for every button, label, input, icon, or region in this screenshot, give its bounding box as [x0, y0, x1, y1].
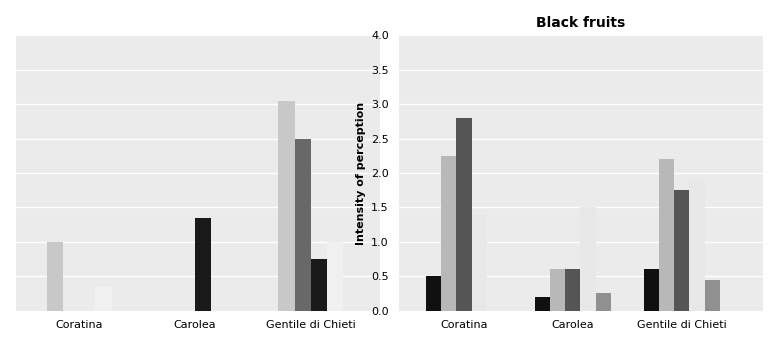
- Bar: [596, 293, 611, 311]
- Bar: [47, 242, 63, 311]
- Bar: [566, 269, 580, 311]
- Bar: [311, 259, 327, 311]
- Bar: [195, 218, 211, 311]
- Y-axis label: Intensity of perception: Intensity of perception: [355, 101, 365, 245]
- Bar: [550, 269, 566, 311]
- Bar: [278, 101, 294, 311]
- Bar: [327, 242, 344, 311]
- Bar: [580, 207, 596, 311]
- Title: Black fruits: Black fruits: [537, 16, 626, 30]
- Bar: [674, 190, 689, 311]
- Bar: [534, 297, 550, 311]
- Bar: [705, 280, 720, 311]
- Bar: [441, 156, 456, 311]
- Bar: [294, 138, 311, 311]
- Bar: [96, 287, 111, 311]
- Bar: [456, 118, 471, 311]
- Bar: [689, 180, 705, 311]
- Bar: [659, 159, 674, 311]
- Bar: [643, 269, 659, 311]
- Bar: [471, 214, 487, 311]
- Bar: [426, 276, 441, 311]
